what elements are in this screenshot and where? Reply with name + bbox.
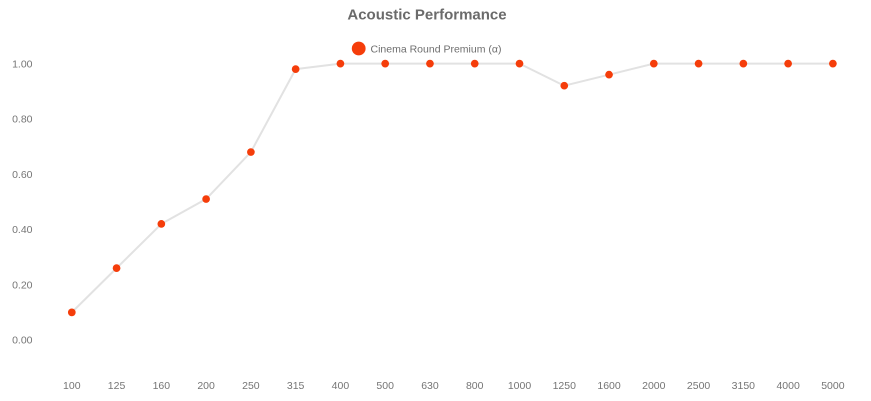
svg-text:0.00: 0.00 [12,335,33,347]
svg-text:Acoustic Performance: Acoustic Performance [347,7,506,24]
svg-text:0.80: 0.80 [12,114,33,126]
svg-text:630: 630 [421,380,439,392]
svg-text:5000: 5000 [821,380,845,392]
svg-text:0.40: 0.40 [12,224,33,236]
svg-text:250: 250 [242,380,260,392]
svg-text:4000: 4000 [776,380,800,392]
svg-text:1250: 1250 [553,380,577,392]
svg-text:100: 100 [63,380,81,392]
svg-text:2500: 2500 [687,380,711,392]
svg-text:200: 200 [197,380,215,392]
svg-text:0.60: 0.60 [12,169,33,181]
svg-text:500: 500 [376,380,394,392]
svg-text:160: 160 [153,380,171,392]
svg-text:1600: 1600 [597,380,621,392]
svg-text:125: 125 [108,380,126,392]
svg-text:3150: 3150 [732,380,756,392]
svg-text:315: 315 [287,380,305,392]
svg-text:Cinema Round Premium (α): Cinema Round Premium (α) [371,43,502,55]
svg-text:0.20: 0.20 [12,279,33,291]
svg-text:2000: 2000 [642,380,666,392]
svg-text:1.00: 1.00 [12,58,33,70]
svg-text:800: 800 [466,380,484,392]
svg-text:400: 400 [332,380,350,392]
svg-text:1000: 1000 [508,380,532,392]
